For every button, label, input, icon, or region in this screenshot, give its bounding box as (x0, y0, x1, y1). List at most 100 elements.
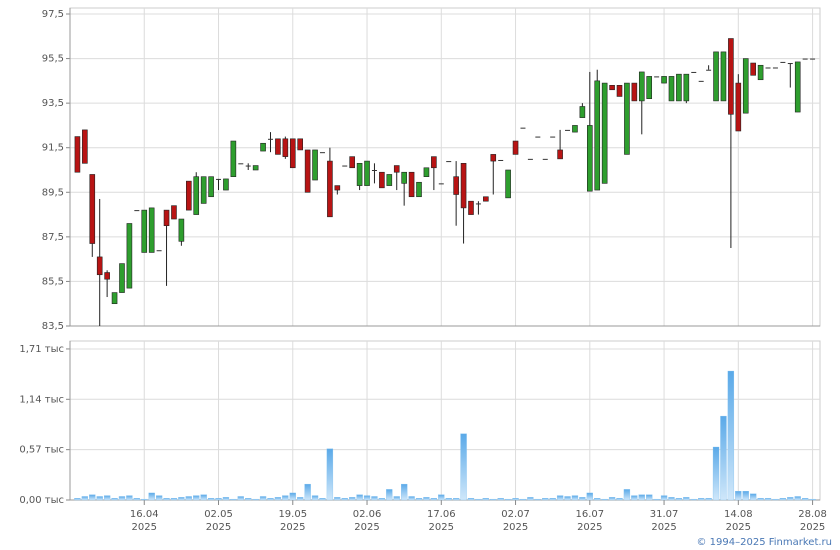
y-tick-label: 1,71 тыс (19, 344, 64, 355)
candle-body (401, 171, 407, 184)
y-tick-label: 97,5 (42, 9, 64, 20)
volume-bar (170, 498, 178, 501)
x-tick-label: 02.06 (353, 509, 382, 520)
y-tick-label: 93,5 (42, 98, 64, 109)
candle-body (802, 58, 808, 60)
candle-body (312, 149, 318, 181)
candle-body (379, 171, 385, 189)
volume-bar (401, 483, 408, 501)
volume-bar (126, 495, 133, 501)
volume-bar (393, 496, 400, 501)
y-tick-label: 0,57 тыс (19, 445, 64, 456)
volume-bar (111, 498, 118, 501)
candle-body (550, 136, 556, 138)
candle-body (453, 176, 459, 195)
volume-bar (779, 498, 787, 501)
volume-bar (720, 415, 727, 501)
volume-bar (653, 498, 660, 501)
candle-body (163, 209, 170, 227)
candle-body (223, 178, 229, 191)
volume-bar (601, 498, 608, 501)
candle-body (483, 196, 489, 202)
x-tick-label: 2025 (354, 522, 379, 533)
x-tick-label: 31.07 (650, 509, 679, 520)
volume-bar (363, 495, 371, 501)
volume-bar (237, 496, 244, 501)
volume-bar (74, 498, 81, 501)
x-tick-label: 16.07 (575, 509, 604, 520)
candle-body (631, 82, 638, 102)
candle-body (193, 176, 200, 215)
volume-bar (742, 491, 749, 501)
volume-bar (534, 498, 541, 501)
candle-body (423, 167, 430, 177)
x-tick-label: 2025 (726, 522, 751, 533)
candle-body (706, 69, 712, 71)
volume-bar (504, 498, 512, 501)
volume-bar (334, 497, 341, 501)
candle-body (126, 223, 133, 289)
candle-body (698, 80, 704, 82)
volume-bar (148, 492, 155, 501)
volume-bar (371, 496, 378, 501)
candle-body (624, 82, 630, 155)
volume-bar (623, 489, 631, 501)
x-tick-label: 02.07 (501, 509, 530, 520)
volume-bar (319, 498, 326, 501)
candle-body (364, 160, 370, 186)
volume-bar (378, 498, 386, 501)
x-tick-label: 14.08 (724, 509, 753, 520)
candle-body (638, 71, 645, 102)
candle-body (408, 171, 415, 198)
candle-body (460, 163, 467, 209)
candle-body (275, 138, 281, 155)
candle-body (416, 181, 422, 198)
volume-bar (727, 370, 735, 501)
volume-bar (616, 498, 623, 501)
candle-body (505, 169, 511, 199)
x-tick-label: 16.04 (130, 509, 159, 520)
volume-bar (787, 497, 794, 501)
volume-bar (155, 495, 163, 501)
volume-bar (735, 491, 742, 501)
volume-bar (96, 496, 103, 501)
volume-bar (750, 493, 757, 501)
volume-bar (408, 496, 415, 501)
x-tick-label: 19.05 (278, 509, 307, 520)
candle-body (535, 136, 541, 138)
copyright: © 1994–2025 Finmarket.ru (696, 537, 832, 548)
candle-body (728, 38, 734, 115)
volume-bar (267, 498, 274, 501)
volume-bar (200, 494, 207, 501)
candle-body (334, 185, 341, 191)
candle-body (475, 203, 481, 205)
volume-bar (631, 495, 638, 501)
volume-bar (326, 448, 334, 501)
volume-bar (712, 446, 720, 501)
candle-body (720, 51, 727, 102)
volume-bar (690, 498, 697, 501)
y-tick-label: 95,5 (42, 54, 64, 65)
volume-bar (185, 496, 192, 501)
candle-body (616, 85, 623, 97)
candle-body (557, 149, 563, 160)
candle-body (238, 163, 244, 165)
volume-bar (349, 497, 356, 501)
volume-bar (764, 498, 772, 501)
candle-body (542, 158, 548, 160)
candle-body (282, 138, 289, 157)
y-tick-label: 0,00 тыс (19, 495, 64, 506)
volume-bar (207, 498, 215, 501)
volume-bar (423, 497, 430, 501)
candle-body (208, 176, 214, 198)
candle-body (304, 149, 311, 193)
volume-bar (497, 498, 504, 501)
volume-bar (356, 494, 363, 501)
volume-bar (527, 497, 534, 501)
x-tick-label: 2025 (800, 522, 825, 533)
candle-body (713, 51, 719, 102)
x-tick-label: 2025 (280, 522, 305, 533)
candle-body (735, 82, 742, 132)
volume-bar (698, 498, 705, 501)
candle-body (676, 73, 682, 102)
